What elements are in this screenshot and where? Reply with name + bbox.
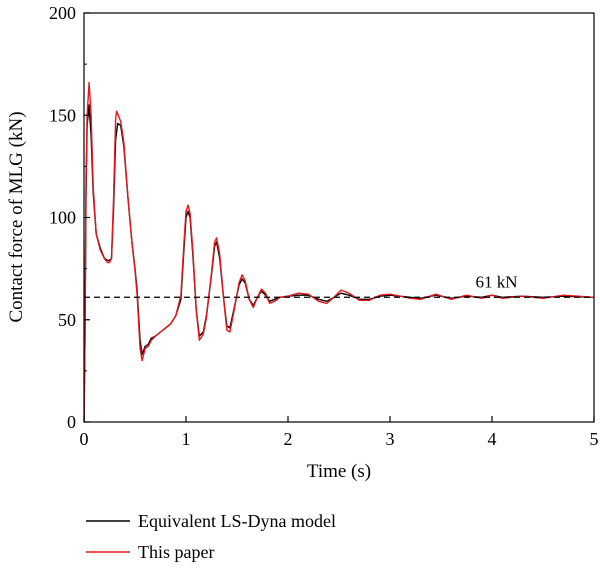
y-tick-label: 50: [58, 310, 76, 330]
series-layer: [84, 81, 594, 422]
legend: Equivalent LS-Dyna model This paper: [86, 511, 336, 562]
x-tick-label: 1: [182, 429, 191, 449]
legend-label-this-paper: This paper: [138, 542, 214, 562]
y-axis: 0 50 100 150 200: [49, 3, 90, 432]
plot-frame: [83, 12, 595, 423]
y-axis-label: Contact force of MLG (kN): [6, 111, 27, 322]
y-tick-label: 150: [49, 105, 76, 125]
x-axis: 0 1 2 3 4 5: [80, 416, 599, 449]
y-tick-label: 0: [67, 412, 76, 432]
x-tick-label: 0: [80, 429, 89, 449]
legend-label-ls-dyna: Equivalent LS-Dyna model: [138, 511, 336, 531]
x-tick-label: 3: [386, 429, 395, 449]
reference-line-label: 61 kN: [475, 272, 517, 291]
y-tick-label: 100: [49, 208, 76, 228]
x-tick-label: 5: [590, 429, 599, 449]
x-tick-label: 4: [488, 429, 497, 449]
series-line-ls-dyna: [84, 104, 594, 422]
y-tick-label: 200: [49, 3, 76, 23]
x-axis-label: Time (s): [307, 461, 371, 482]
x-tick-label: 2: [284, 429, 293, 449]
series-line-this-paper: [84, 81, 594, 422]
